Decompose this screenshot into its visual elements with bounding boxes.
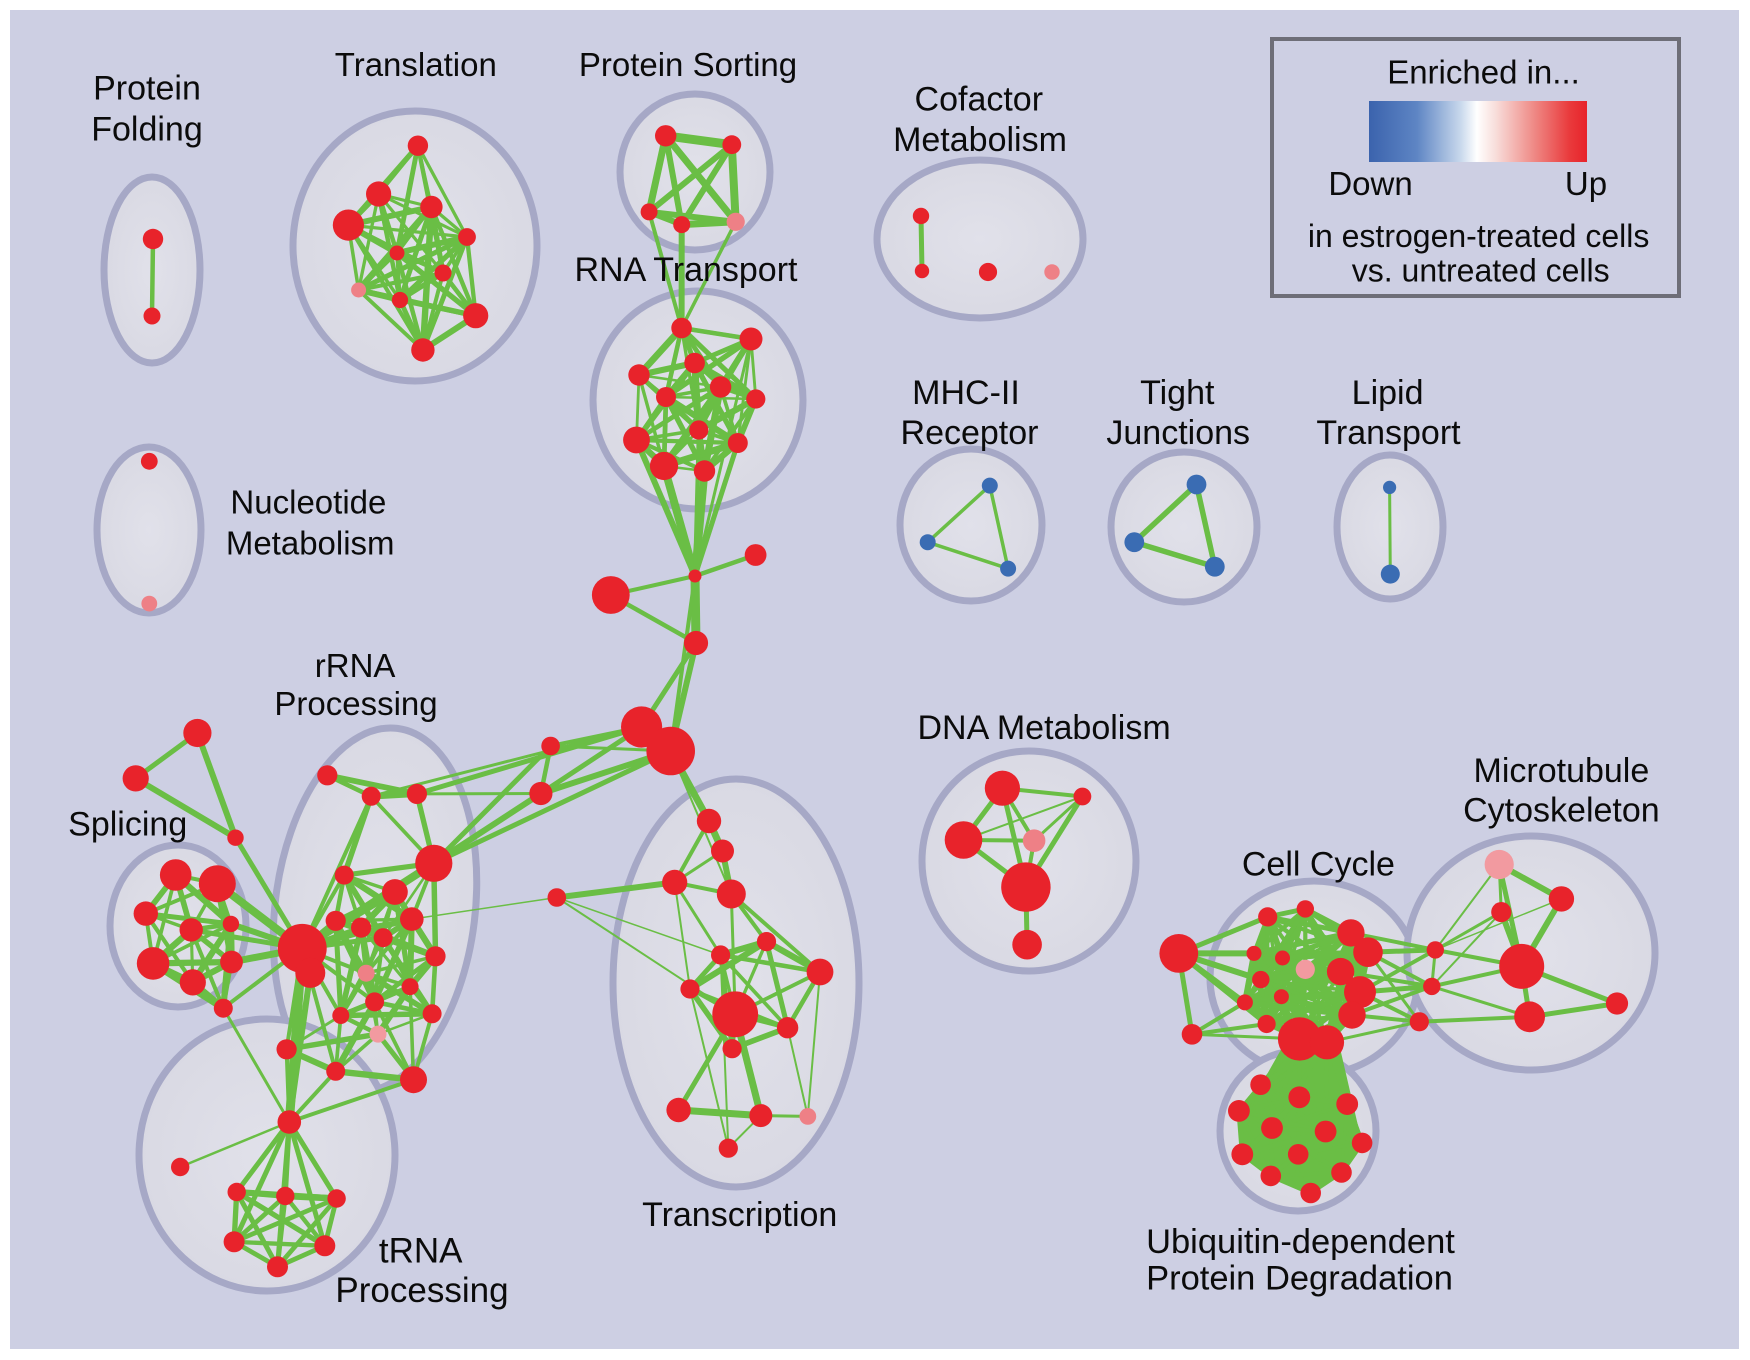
svg-text:in estrogen-treated cells: in estrogen-treated cells [1308,218,1650,254]
svg-text:Junctions: Junctions [1106,414,1250,452]
svg-text:Protein Sorting: Protein Sorting [579,46,797,83]
svg-text:Processing: Processing [274,685,437,722]
svg-text:RNA Transport: RNA Transport [575,251,799,289]
svg-text:Up: Up [1565,165,1607,202]
svg-text:Translation: Translation [335,46,497,83]
svg-text:Metabolism: Metabolism [893,121,1067,159]
svg-text:Splicing: Splicing [68,806,187,844]
svg-text:Transport: Transport [1316,414,1461,452]
svg-text:Lipid: Lipid [1352,374,1424,412]
svg-text:Protein: Protein [93,69,201,107]
svg-text:Nucleotide: Nucleotide [230,484,386,521]
svg-text:Tight: Tight [1140,374,1215,412]
svg-text:Transcription: Transcription [642,1196,837,1234]
svg-text:Metabolism: Metabolism [226,524,395,561]
svg-text:rRNA: rRNA [315,647,396,684]
svg-text:Protein Degradation: Protein Degradation [1146,1260,1453,1298]
svg-text:Enriched in...: Enriched in... [1387,54,1580,91]
svg-text:Folding: Folding [91,111,203,149]
svg-text:Cell Cycle: Cell Cycle [1242,845,1395,883]
svg-text:tRNA: tRNA [379,1231,463,1270]
svg-text:Receptor: Receptor [901,414,1039,452]
svg-text:Ubiquitin-dependent: Ubiquitin-dependent [1146,1223,1455,1261]
svg-text:MHC-II: MHC-II [912,374,1020,412]
svg-text:vs. untreated cells: vs. untreated cells [1352,252,1610,288]
svg-text:Cytoskeleton: Cytoskeleton [1463,792,1660,830]
svg-text:Down: Down [1328,165,1412,202]
svg-text:Cofactor: Cofactor [915,80,1044,118]
svg-text:DNA Metabolism: DNA Metabolism [917,709,1170,747]
svg-text:Microtubule: Microtubule [1474,752,1650,790]
svg-text:Processing: Processing [335,1271,508,1310]
